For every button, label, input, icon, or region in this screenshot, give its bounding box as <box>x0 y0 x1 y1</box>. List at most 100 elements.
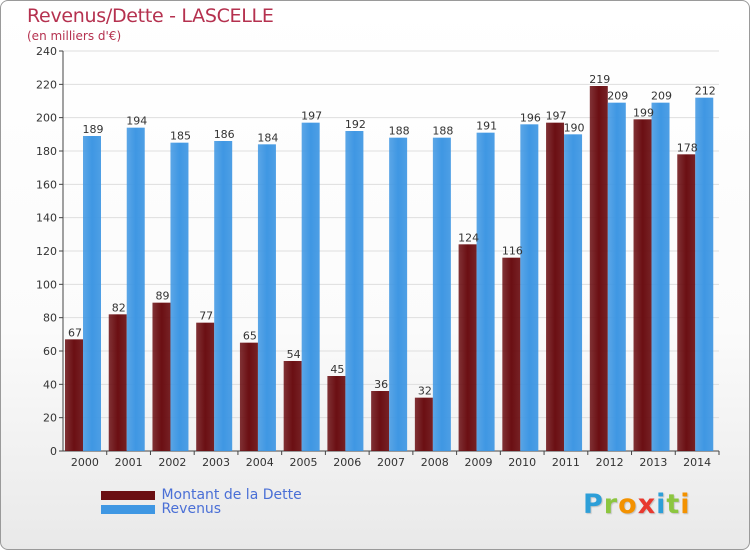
logo-letter: t <box>666 489 681 520</box>
bars <box>65 86 714 452</box>
data-label-debt: 178 <box>677 141 698 154</box>
bar-debt <box>371 391 390 451</box>
x-tick-label: 2001 <box>115 456 143 469</box>
bar-debt <box>677 154 696 452</box>
bar-revenue <box>695 97 714 452</box>
y-tick-label: 20 <box>43 412 57 425</box>
data-label-debt: 45 <box>330 363 344 376</box>
x-tick-label: 2013 <box>639 456 667 469</box>
y-tick-label: 160 <box>36 178 57 191</box>
data-label-revenue: 188 <box>389 125 410 138</box>
bar-debt <box>546 122 565 452</box>
logo-letter: i <box>680 489 691 520</box>
bar-revenue <box>651 102 670 452</box>
data-label-debt: 124 <box>458 231 479 244</box>
data-label-revenue: 194 <box>126 115 147 128</box>
bar-debt <box>65 339 83 451</box>
data-label-debt: 89 <box>155 290 169 303</box>
x-tick-label: 2006 <box>333 456 361 469</box>
data-label-debt: 197 <box>546 110 567 123</box>
bar-revenue <box>389 137 408 451</box>
x-tick-label: 2010 <box>508 456 536 469</box>
x-tick-label: 2012 <box>596 456 624 469</box>
bar-debt <box>633 119 652 451</box>
bar-revenue <box>432 137 451 451</box>
data-label-revenue: 196 <box>520 111 541 124</box>
x-tick-label: 2004 <box>246 456 274 469</box>
x-tick-label: 2009 <box>464 456 492 469</box>
data-label-revenue: 185 <box>170 130 191 143</box>
legend-item-revenue: Revenus <box>101 501 221 517</box>
bar-revenue <box>520 124 539 451</box>
data-label-revenue: 209 <box>651 90 672 103</box>
x-tick-label: 2003 <box>202 456 230 469</box>
chart-title: Revenus/Dette - LASCELLE <box>27 5 274 27</box>
data-label-debt: 54 <box>287 348 301 361</box>
bar-revenue <box>170 142 189 451</box>
legend-swatch-revenue <box>101 504 155 514</box>
axes: 0 20 40 60 80 100 120 140 160 180 200 220 240 2000 200… <box>36 45 720 469</box>
data-label-revenue: 212 <box>695 85 716 98</box>
data-label-debt: 219 <box>589 73 610 86</box>
proxiti-logo: Proxiti <box>583 489 691 520</box>
x-tick-label: 2014 <box>683 456 711 469</box>
bar-revenue <box>476 132 495 451</box>
legend-label-revenue: Revenus <box>161 501 222 517</box>
y-tick-label: 120 <box>36 245 57 258</box>
x-tick-label: 2000 <box>71 456 99 469</box>
bar-debt <box>589 86 608 451</box>
y-tick-label: 100 <box>36 278 57 291</box>
data-label-debt: 116 <box>502 245 523 258</box>
data-labels: 67 189 82 194 89 185 77 186 65 184 54 197 45 192 36 188… <box>68 73 716 398</box>
logo-letter: r <box>603 489 619 520</box>
bar-revenue <box>564 134 583 452</box>
x-tick-label: 2005 <box>290 456 318 469</box>
data-label-debt: 67 <box>68 326 82 339</box>
data-label-debt: 199 <box>633 106 654 119</box>
y-tick-label: 140 <box>36 212 57 225</box>
y-tick-label: 60 <box>43 345 57 358</box>
data-label-debt: 65 <box>243 330 257 343</box>
bar-revenue <box>257 144 276 452</box>
y-tick-label: 180 <box>36 145 57 158</box>
bar-revenue <box>301 122 320 452</box>
x-tick-label: 2008 <box>421 456 449 469</box>
x-tick-label: 2007 <box>377 456 405 469</box>
x-tick-label: 2002 <box>158 456 186 469</box>
bar-revenue <box>126 127 145 452</box>
y-tick-label: 0 <box>50 445 57 458</box>
bar-debt <box>239 342 258 451</box>
y-tick-label: 240 <box>36 45 57 58</box>
data-label-debt: 82 <box>112 301 126 314</box>
y-tick-label: 200 <box>36 112 57 125</box>
bar-revenue <box>607 102 626 452</box>
bar-debt <box>458 244 477 451</box>
bar-debt <box>283 361 302 451</box>
data-label-revenue: 189 <box>83 123 104 136</box>
logo-letter: o <box>618 489 638 520</box>
data-label-revenue: 186 <box>214 128 235 141</box>
bar-debt <box>152 302 171 451</box>
logo-letter: i <box>656 489 667 520</box>
bar-debt <box>196 322 215 451</box>
logo-letter: P <box>583 489 604 520</box>
bar-debt <box>327 376 346 451</box>
y-tick-label: 80 <box>43 312 57 325</box>
bar-debt <box>108 314 127 451</box>
data-label-revenue: 192 <box>345 118 366 131</box>
bar-revenue <box>214 141 233 451</box>
bar-debt <box>502 257 521 451</box>
chart-subtitle: (en milliers d'€) <box>27 29 122 43</box>
logo-letter: x <box>637 489 657 520</box>
data-label-revenue: 209 <box>607 90 628 103</box>
legend-swatch-debt <box>101 490 155 500</box>
data-label-revenue: 197 <box>301 110 322 123</box>
legend-item-debt: Montant de la Dette <box>101 487 302 503</box>
bar-revenue <box>83 136 101 451</box>
data-label-revenue: 188 <box>432 125 453 138</box>
bar-revenue <box>345 131 364 451</box>
data-label-revenue: 191 <box>476 120 497 133</box>
y-tick-label: 220 <box>36 78 57 91</box>
